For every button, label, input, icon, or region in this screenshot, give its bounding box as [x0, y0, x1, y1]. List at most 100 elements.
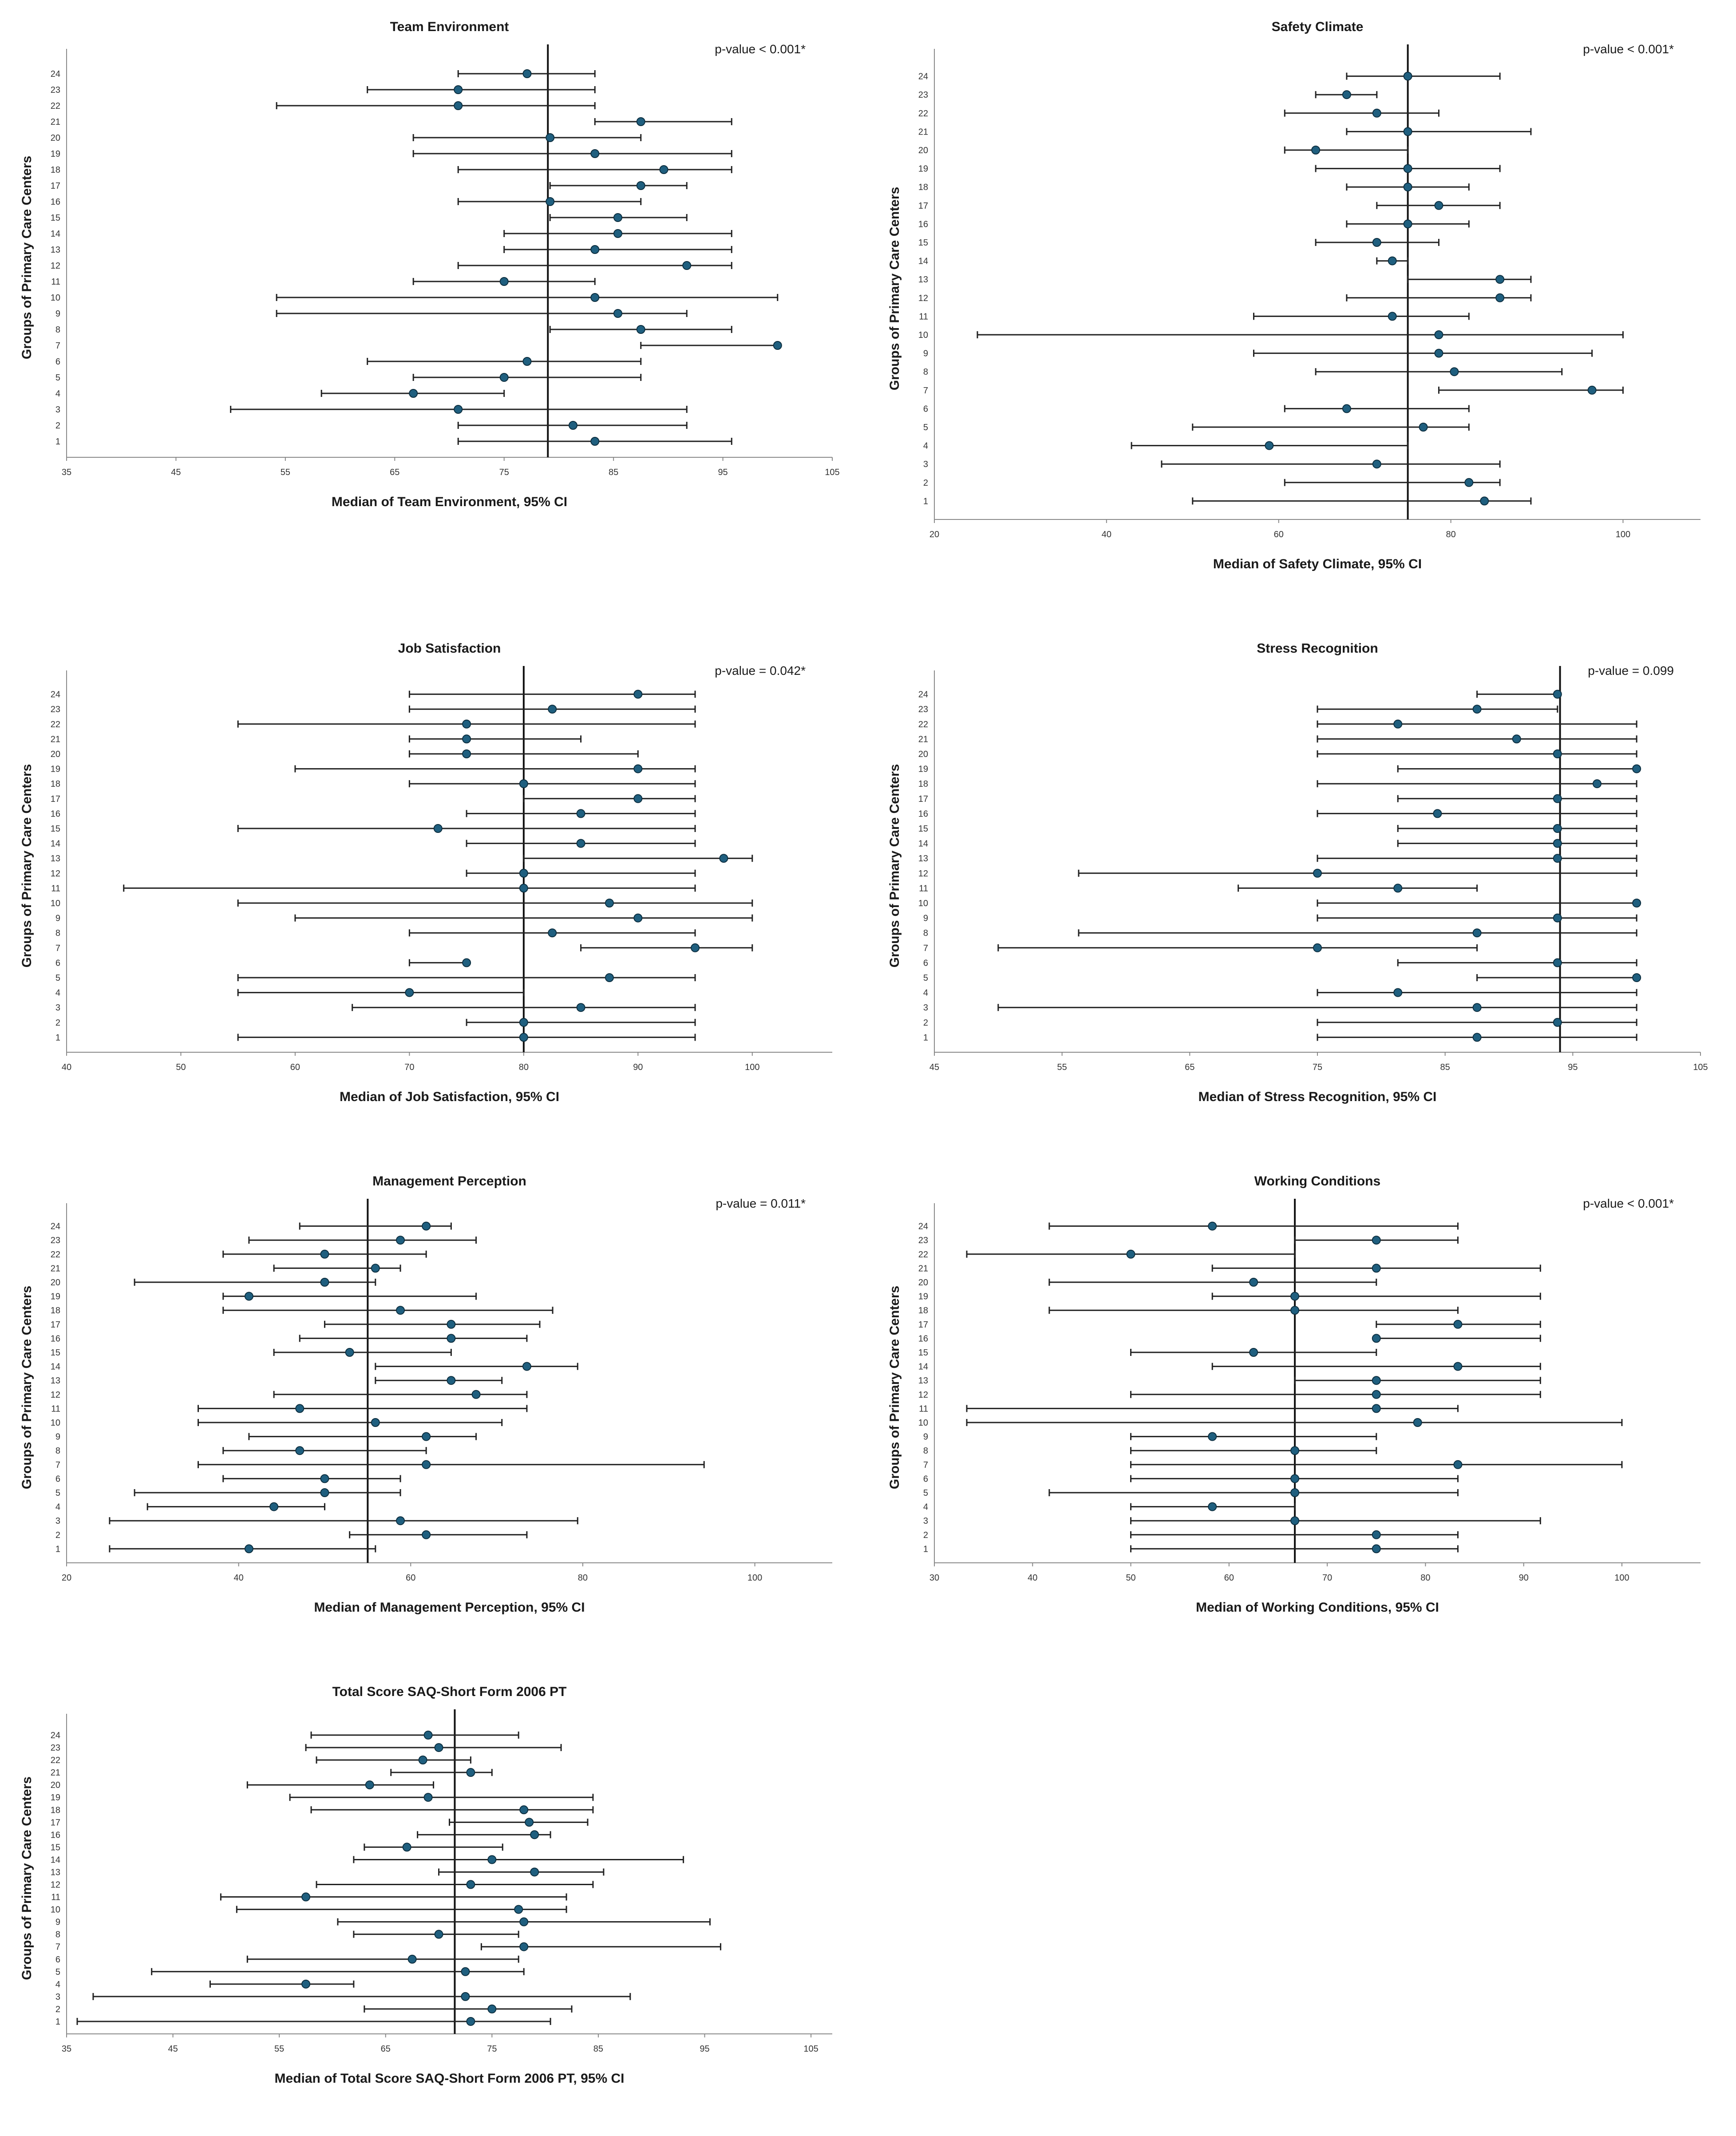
median-point: [1388, 312, 1397, 321]
x-tick-label: 45: [929, 1062, 939, 1072]
y-tick-label: 6: [923, 1474, 928, 1484]
median-point: [471, 1390, 481, 1399]
y-tick-label: 12: [51, 1880, 60, 1890]
y-tick-label: 11: [51, 1404, 60, 1414]
y-tick-label: 11: [51, 1893, 60, 1902]
y-axis-title: Groups of Primary Care Centers: [887, 1286, 902, 1489]
y-tick-label: 1: [923, 496, 928, 506]
y-tick-label: 3: [923, 460, 928, 469]
y-tick-label: 6: [923, 958, 928, 968]
median-point: [605, 899, 614, 908]
y-tick-label: 6: [923, 404, 928, 414]
median-point: [447, 1320, 456, 1329]
median-point: [1453, 1362, 1463, 1371]
median-point: [269, 1502, 279, 1511]
median-point: [1632, 764, 1641, 773]
median-point: [519, 1805, 529, 1815]
y-tick-label: 9: [923, 1432, 928, 1442]
y-tick-label: 20: [51, 1780, 60, 1790]
y-tick-label: 3: [55, 405, 60, 415]
median-point: [519, 1917, 529, 1926]
median-point: [576, 1003, 585, 1012]
median-point: [1553, 690, 1562, 699]
median-point: [525, 1818, 534, 1827]
median-point: [1413, 1418, 1422, 1427]
median-point: [461, 1992, 470, 2001]
x-tick-label: 40: [1028, 1573, 1037, 1583]
y-tick-label: 6: [55, 357, 60, 367]
y-tick-label: 2: [55, 1530, 60, 1540]
x-tick-label: 65: [381, 2044, 391, 2054]
y-tick-label: 10: [918, 899, 928, 908]
y-tick-label: 23: [51, 1236, 60, 1245]
median-point: [613, 309, 622, 318]
median-point: [1553, 794, 1562, 803]
median-point: [546, 133, 555, 142]
median-point: [466, 2017, 475, 2026]
median-point: [1512, 734, 1521, 744]
median-point: [1632, 899, 1641, 908]
median-point: [423, 1731, 433, 1740]
y-tick-label: 24: [51, 1731, 60, 1740]
y-tick-label: 17: [51, 794, 60, 804]
y-tick-label: 8: [55, 325, 60, 335]
median-point: [461, 1967, 470, 1976]
median-point: [466, 1880, 475, 1889]
y-tick-label: 22: [51, 1756, 60, 1765]
y-tick-label: 1: [923, 1544, 928, 1554]
median-point: [1403, 127, 1412, 136]
x-tick-label: 20: [62, 1573, 71, 1583]
x-tick-label: 85: [609, 468, 618, 477]
y-tick-label: 20: [51, 133, 60, 143]
y-tick-label: 13: [51, 1867, 60, 1877]
y-tick-label: 19: [918, 164, 928, 174]
median-point: [418, 1756, 427, 1765]
y-tick-label: 1: [55, 1033, 60, 1042]
y-tick-label: 13: [51, 245, 60, 255]
median-point: [1290, 1474, 1300, 1483]
y-tick-label: 5: [55, 973, 60, 983]
median-point: [1290, 1446, 1300, 1455]
y-tick-label: 5: [923, 1488, 928, 1498]
y-tick-label: 5: [923, 973, 928, 983]
x-tick-label: 105: [825, 468, 839, 477]
y-tick-label: 2: [55, 1018, 60, 1028]
median-point: [1403, 164, 1412, 173]
y-tick-label: 7: [923, 1460, 928, 1470]
y-tick-label: 12: [51, 869, 60, 879]
median-point: [1290, 1306, 1300, 1315]
y-tick-label: 13: [918, 275, 928, 285]
median-point: [1372, 1530, 1381, 1539]
y-tick-label: 3: [923, 1003, 928, 1013]
y-tick-label: 10: [51, 1905, 60, 1915]
median-point: [1313, 943, 1322, 952]
x-axis-title: Median of Stress Recognition, 95% CI: [1198, 1090, 1437, 1104]
y-tick-label: 23: [918, 1236, 928, 1245]
y-tick-label: 21: [51, 1264, 60, 1273]
x-tick-label: 60: [290, 1062, 300, 1072]
median-point: [499, 277, 509, 286]
median-point: [1393, 719, 1403, 729]
y-tick-label: 13: [918, 1376, 928, 1386]
median-point: [1472, 1033, 1482, 1042]
median-point: [1372, 1236, 1381, 1245]
median-point: [633, 794, 643, 803]
median-point: [522, 357, 532, 366]
y-tick-label: 8: [923, 928, 928, 938]
x-tick-label: 85: [593, 2044, 603, 2054]
median-point: [295, 1404, 304, 1413]
y-tick-label: 9: [55, 1918, 60, 1927]
x-tick-label: 20: [929, 530, 939, 539]
x-axis-title: Median of Safety Climate, 95% CI: [1213, 557, 1422, 571]
y-tick-label: 15: [918, 824, 928, 834]
y-tick-label: 22: [918, 1250, 928, 1260]
median-point: [1472, 928, 1482, 938]
median-point: [576, 839, 585, 848]
p-value-annotation: p-value = 0.011*: [716, 1197, 806, 1210]
y-tick-label: 4: [55, 1980, 60, 1989]
y-tick-label: 9: [55, 1432, 60, 1442]
y-tick-label: 12: [918, 1390, 928, 1400]
median-point: [1208, 1221, 1217, 1231]
median-point: [433, 824, 443, 833]
